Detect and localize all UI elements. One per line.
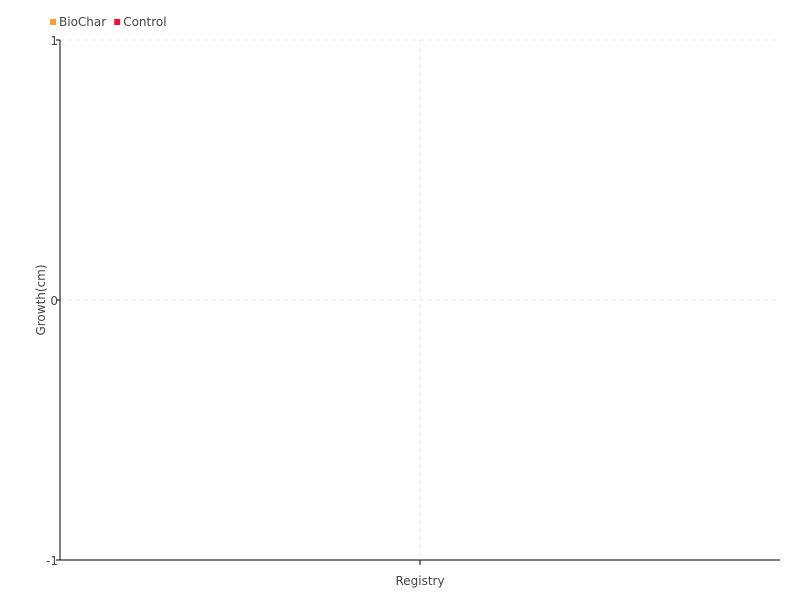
legend-label: BioChar: [59, 15, 106, 29]
legend-swatch: [114, 19, 121, 25]
y-tick-label: 1: [50, 34, 58, 48]
legend-label: Control: [123, 15, 166, 29]
y-axis-label: Growth(cm): [34, 264, 48, 335]
y-tick-label: -1: [46, 554, 58, 568]
x-tick-label: Registry: [395, 574, 444, 588]
axes: 1 0 -1 Registry: [46, 34, 780, 588]
grid: [60, 39, 780, 560]
y-tick-label: 0: [50, 294, 58, 308]
legend: BioChar Control: [50, 15, 167, 29]
legend-swatch: [50, 19, 56, 25]
